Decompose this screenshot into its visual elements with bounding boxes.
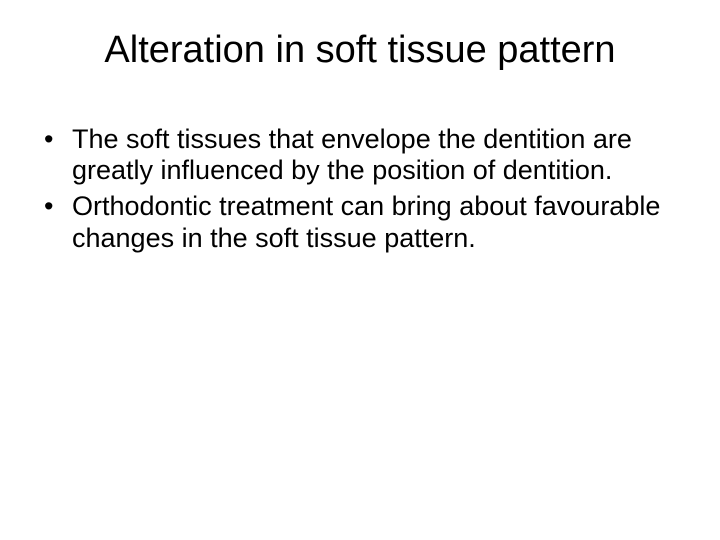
slide: Alteration in soft tissue pattern The so… bbox=[0, 0, 720, 540]
list-item: Orthodontic treatment can bring about fa… bbox=[40, 191, 680, 255]
list-item: The soft tissues that envelope the denti… bbox=[40, 124, 680, 188]
bullet-list: The soft tissues that envelope the denti… bbox=[40, 124, 680, 255]
slide-title: Alteration in soft tissue pattern bbox=[40, 28, 680, 74]
slide-body: The soft tissues that envelope the denti… bbox=[40, 124, 680, 255]
